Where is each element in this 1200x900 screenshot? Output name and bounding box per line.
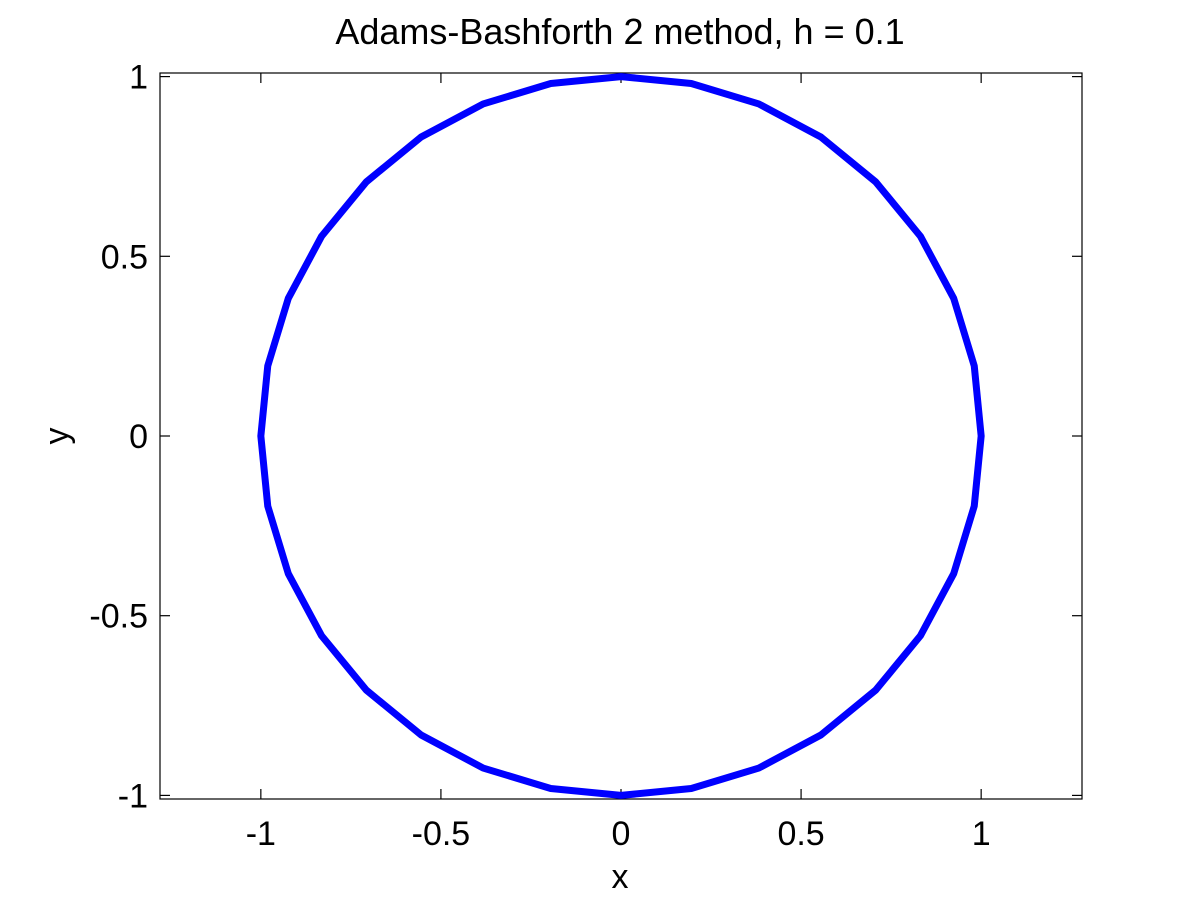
y-axis-label: y: [38, 428, 76, 445]
y-tick-label: 0.5: [101, 238, 148, 276]
x-tick-label: -1: [246, 815, 276, 853]
y-tick-labels: -1 -0.5 0 0.5 1: [89, 59, 148, 816]
y-tick-label: 1: [129, 59, 148, 97]
x-tick-label: 1: [972, 815, 991, 853]
plot-area: [159, 72, 1083, 800]
chart-title: Adams-Bashforth 2 method, h = 0.1: [335, 11, 904, 52]
y-tick-label: -1: [118, 777, 148, 815]
series-line: [257, 73, 985, 799]
y-tick-label: -0.5: [89, 598, 148, 636]
x-tick-label: -0.5: [412, 815, 471, 853]
x-axis-label: x: [612, 858, 629, 896]
x-tick-labels: -1 -0.5 0 0.5 1: [246, 815, 991, 853]
y-tick-label: 0: [129, 418, 148, 456]
x-tick-label: 0: [612, 815, 631, 853]
x-tick-label: 0.5: [777, 815, 824, 853]
series-layer: [257, 73, 985, 799]
